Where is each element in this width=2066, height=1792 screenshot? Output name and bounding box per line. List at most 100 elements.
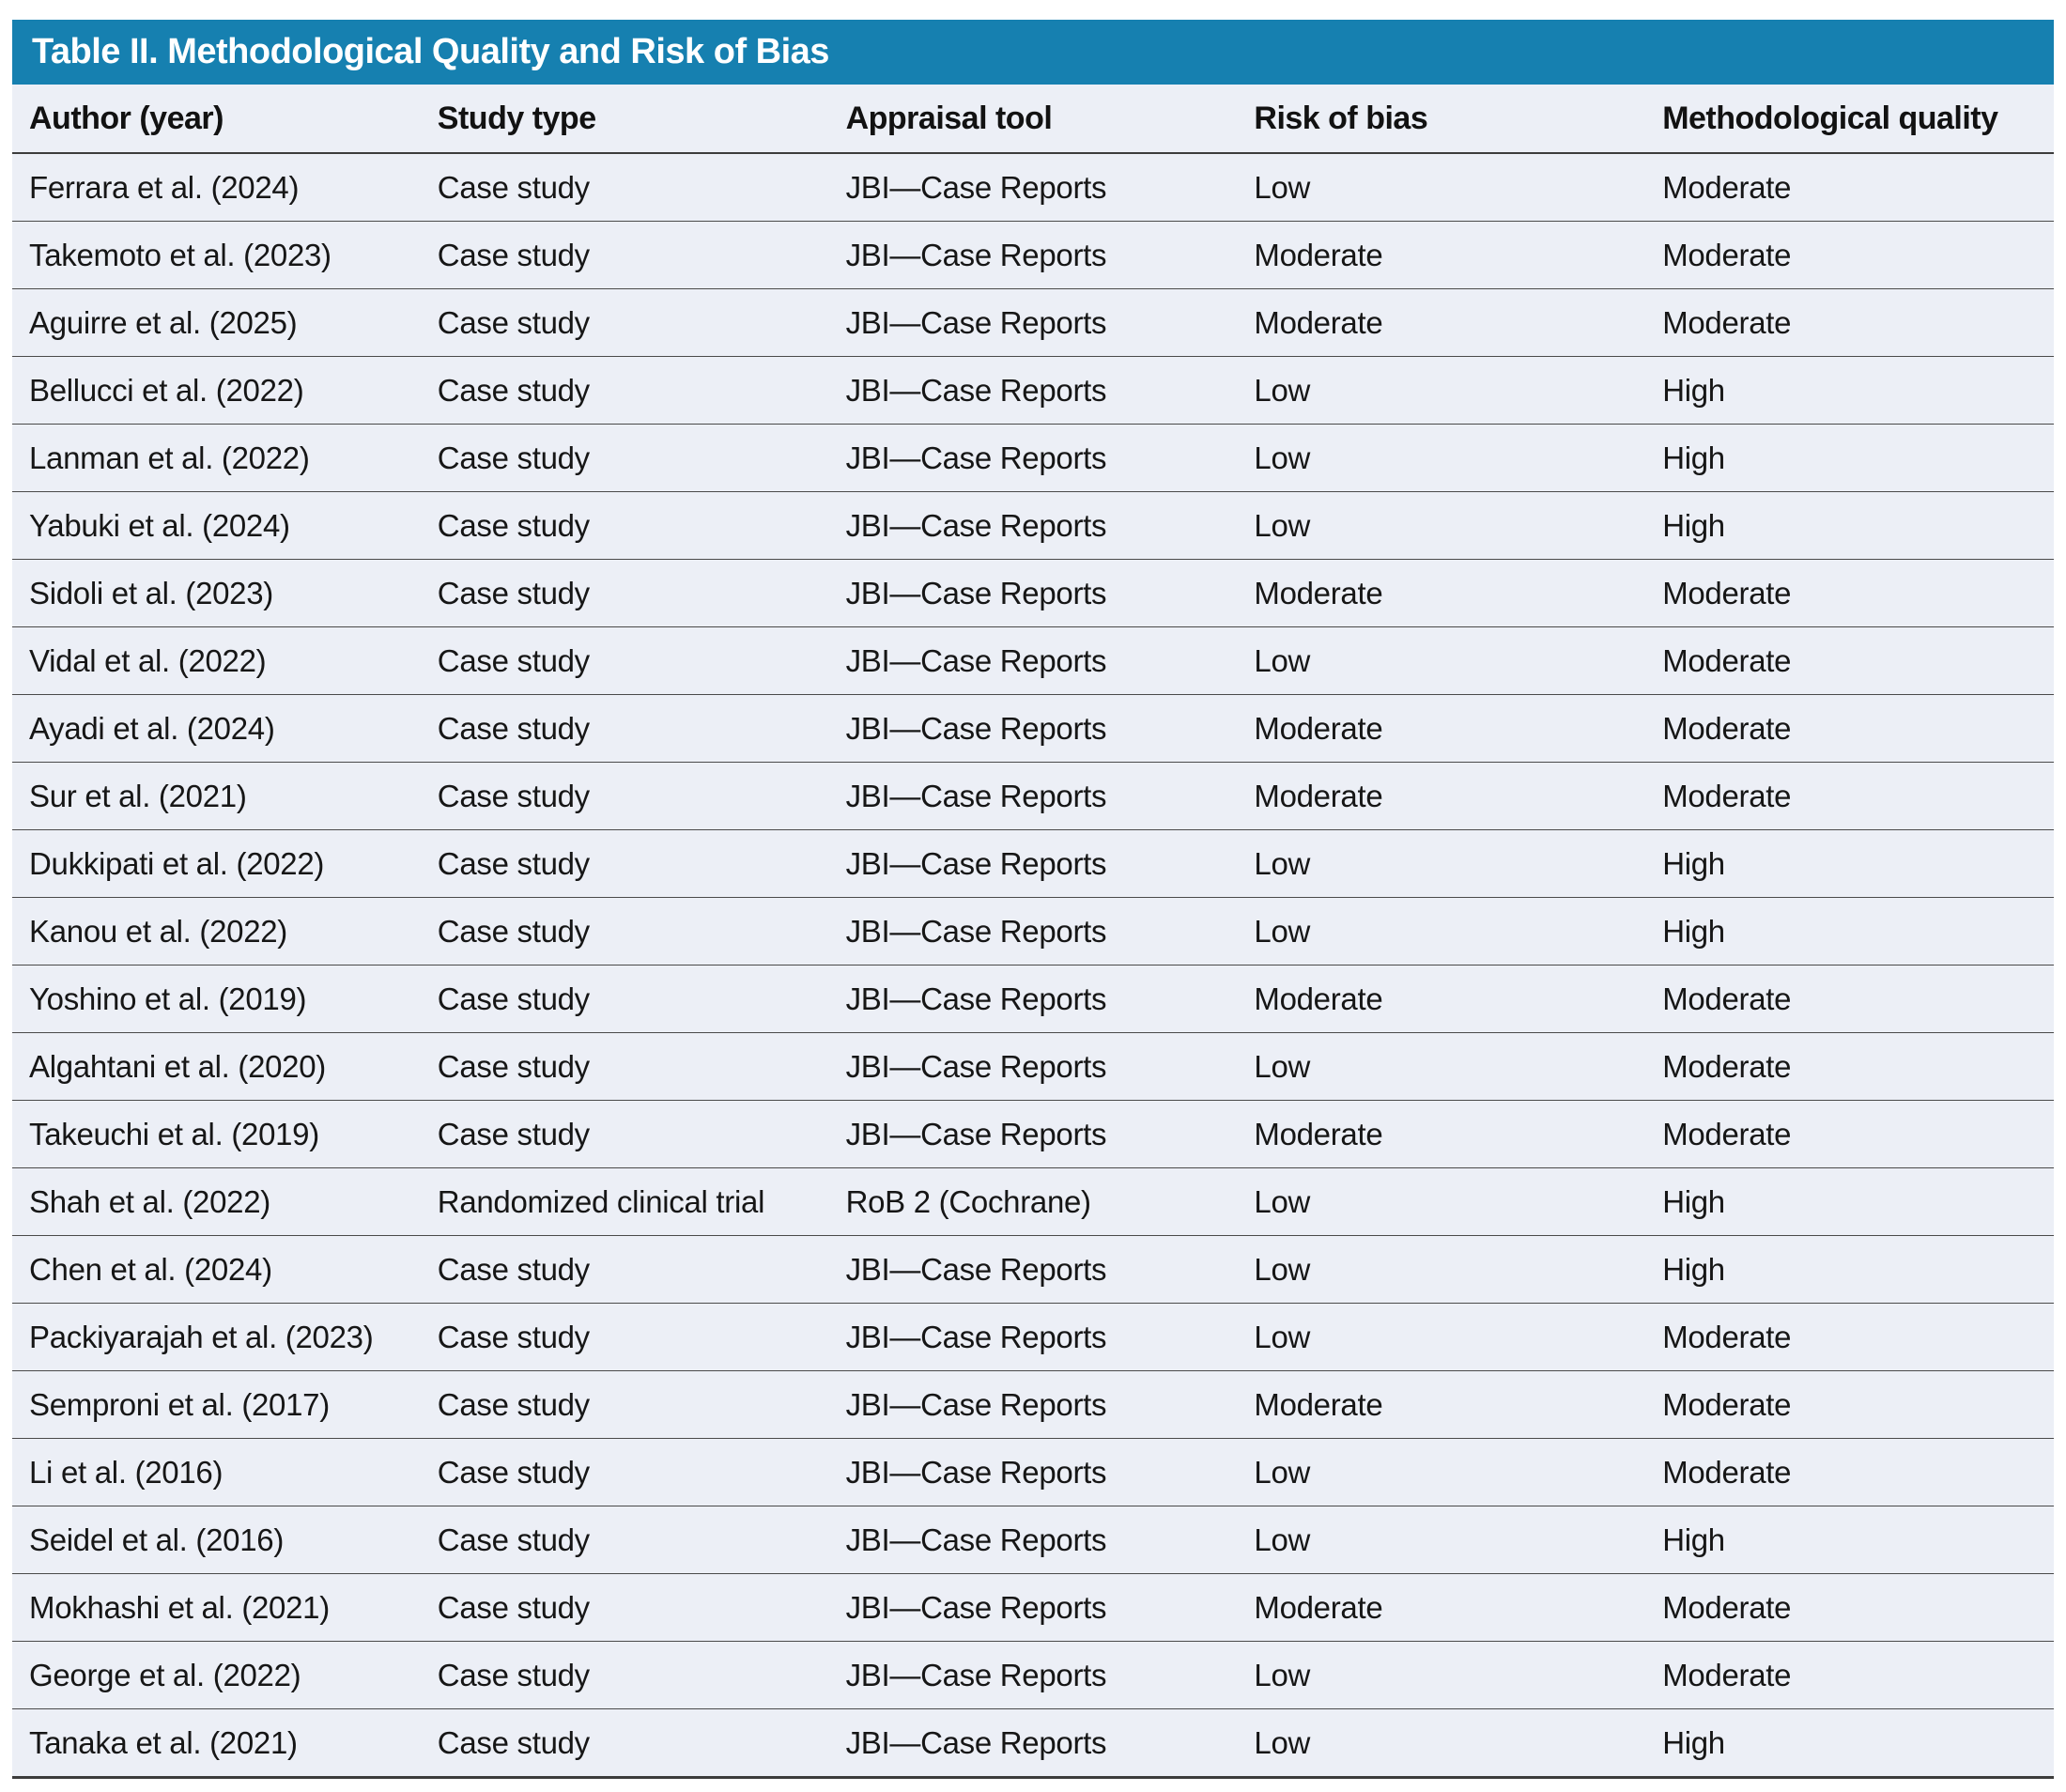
cell-methodological-quality: Moderate bbox=[1645, 965, 2054, 1033]
cell-risk-of-bias: Low bbox=[1237, 491, 1646, 560]
cell-appraisal-tool: JBI—Case Reports bbox=[828, 1303, 1238, 1371]
cell-author-year: Sur et al. (2021) bbox=[12, 762, 421, 830]
cell-risk-of-bias: Low bbox=[1237, 897, 1646, 966]
cell-risk-of-bias: Moderate bbox=[1237, 1573, 1646, 1642]
cell-risk-of-bias: Moderate bbox=[1237, 762, 1646, 830]
cell-methodological-quality: Moderate bbox=[1645, 559, 2054, 627]
table-header: Author (year) Study type Appraisal tool Ris… bbox=[12, 85, 2054, 154]
table-row: Vidal et al. (2022) Case study JBI—Case Re… bbox=[12, 626, 2054, 695]
cell-study-type: Case study bbox=[420, 1235, 829, 1304]
cell-author-year: Sidoli et al. (2023) bbox=[12, 559, 421, 627]
table-row: Tanaka et al. (2021) Case study JBI—Case R… bbox=[12, 1709, 2054, 1778]
table-row: Li et al. (2016) Case study JBI—Case Repor… bbox=[12, 1438, 2054, 1506]
cell-author-year: Li et al. (2016) bbox=[12, 1438, 421, 1506]
cell-risk-of-bias: Moderate bbox=[1237, 1100, 1646, 1168]
cell-study-type: Case study bbox=[420, 221, 829, 289]
cell-study-type: Case study bbox=[420, 1641, 829, 1709]
cell-author-year: Seidel et al. (2016) bbox=[12, 1506, 421, 1574]
table-row: Aguirre et al. (2025) Case study JBI—Case … bbox=[12, 288, 2054, 357]
cell-study-type: Case study bbox=[420, 288, 829, 357]
table-row: George et al. (2022) Case study JBI—Case R… bbox=[12, 1641, 2054, 1709]
cell-methodological-quality: Moderate bbox=[1645, 1100, 2054, 1168]
cell-methodological-quality: Moderate bbox=[1645, 1303, 2054, 1371]
cell-author-year: Algahtani et al. (2020) bbox=[12, 1032, 421, 1101]
cell-author-year: Kanou et al. (2022) bbox=[12, 897, 421, 966]
quality-risk-table: Author (year) Study type Appraisal tool Ris… bbox=[12, 85, 2054, 1779]
table-row: Shah et al. (2022) Randomized clinical tr… bbox=[12, 1167, 2054, 1236]
cell-risk-of-bias: Low bbox=[1237, 424, 1646, 492]
cell-author-year: Ayadi et al. (2024) bbox=[12, 694, 421, 763]
table-title-bar: Table II. Methodological Quality and Ris… bbox=[12, 20, 2054, 85]
cell-appraisal-tool: JBI—Case Reports bbox=[828, 1032, 1238, 1101]
cell-author-year: Dukkipati et al. (2022) bbox=[12, 829, 421, 898]
cell-study-type: Case study bbox=[420, 1303, 829, 1371]
cell-appraisal-tool: JBI—Case Reports bbox=[828, 221, 1238, 289]
cell-author-year: Ferrara et al. (2024) bbox=[12, 153, 421, 222]
cell-author-year: Yoshino et al. (2019) bbox=[12, 965, 421, 1033]
cell-methodological-quality: Moderate bbox=[1645, 626, 2054, 695]
table-row: Algahtani et al. (2020) Case study JBI—Cas… bbox=[12, 1032, 2054, 1101]
cell-author-year: Tanaka et al. (2021) bbox=[29, 1724, 298, 1760]
table-row: Lanman et al. (2022) Case study JBI—Case R… bbox=[12, 424, 2054, 492]
cell-risk-of-bias: Moderate bbox=[1237, 1370, 1646, 1439]
cell-methodological-quality: Moderate bbox=[1645, 762, 2054, 830]
cell-author-year: Shah et al. (2022) bbox=[12, 1167, 421, 1236]
cell-study-type: Case study bbox=[420, 829, 829, 898]
cell-study-type: Case study bbox=[420, 1438, 829, 1506]
cell-author-year: Lanman et al. (2022) bbox=[12, 424, 421, 492]
cell-risk-of-bias: Low bbox=[1237, 829, 1646, 898]
cell-study-type: Case study bbox=[420, 965, 829, 1033]
table-row: Sur et al. (2021) Case study JBI—Case Repo… bbox=[12, 762, 2054, 830]
cell-author-year: Bellucci et al. (2022) bbox=[12, 356, 421, 425]
cell-risk-of-bias: Low bbox=[1237, 1167, 1646, 1236]
cell-methodological-quality: High bbox=[1645, 1506, 2054, 1574]
cell-appraisal-tool: JBI—Case Reports bbox=[828, 1573, 1238, 1642]
cell-methodological-quality: Moderate bbox=[1645, 1573, 2054, 1642]
cell-risk-of-bias: Low bbox=[1254, 1724, 1311, 1760]
column-header-author-year: Author (year) bbox=[12, 85, 421, 154]
cell-appraisal-tool: JBI—Case Reports bbox=[828, 762, 1238, 830]
cell-risk-of-bias: Moderate bbox=[1237, 559, 1646, 627]
cell-study-type: Case study bbox=[420, 153, 829, 222]
cell-appraisal-tool: JBI—Case Reports bbox=[828, 1506, 1238, 1574]
cell-study-type: Case study bbox=[420, 1032, 829, 1101]
cell-risk-of-bias: Low bbox=[1237, 153, 1646, 222]
table-body: Ferrara et al. (2024) Case study JBI—Case … bbox=[12, 153, 2054, 1778]
cell-author-year: Takemoto et al. (2023) bbox=[12, 221, 421, 289]
cell-methodological-quality: Moderate bbox=[1645, 221, 2054, 289]
table-row: Takemoto et al. (2023) Case study JBI—Case… bbox=[12, 221, 2054, 289]
cell-risk-of-bias: Moderate bbox=[1237, 694, 1646, 763]
cell-risk-of-bias: Moderate bbox=[1237, 288, 1646, 357]
cell-risk-of-bias: Low bbox=[1237, 626, 1646, 695]
cell-methodological-quality: Moderate bbox=[1645, 288, 2054, 357]
cell-risk-of-bias: Low bbox=[1237, 1641, 1646, 1709]
table-row: Takeuchi et al. (2019) Case study JBI—Case… bbox=[12, 1100, 2054, 1168]
table-row: Bellucci et al. (2022) Case study JBI—Case… bbox=[12, 356, 2054, 425]
cell-appraisal-tool: JBI—Case Reports bbox=[828, 1370, 1238, 1439]
cell-appraisal-tool: JBI—Case Reports bbox=[828, 1235, 1238, 1304]
cell-appraisal-tool: JBI—Case Reports bbox=[828, 626, 1238, 695]
table-row: Chen et al. (2024) Case study JBI—Case Rep… bbox=[12, 1235, 2054, 1304]
table-row: Yoshino et al. (2019) Case study JBI—Case … bbox=[12, 965, 2054, 1033]
cell-methodological-quality: High bbox=[1645, 897, 2054, 966]
cell-study-type: Case study bbox=[420, 897, 829, 966]
cell-methodological-quality: High bbox=[1645, 356, 2054, 425]
table-row: Ayadi et al. (2024) Case study JBI—Case Re… bbox=[12, 694, 2054, 763]
cell-study-type: Case study bbox=[420, 626, 829, 695]
cell-author-year: Yabuki et al. (2024) bbox=[12, 491, 421, 560]
cell-appraisal-tool: JBI—Case Reports bbox=[828, 897, 1238, 966]
cell-methodological-quality: Moderate bbox=[1645, 1641, 2054, 1709]
cell-methodological-quality: High bbox=[1645, 1167, 2054, 1236]
table-row: Kanou et al. (2022) Case study JBI—Case Re… bbox=[12, 897, 2054, 966]
cell-study-type: Case study bbox=[420, 1506, 829, 1574]
column-header-study-type: Study type bbox=[420, 85, 829, 154]
cell-methodological-quality: High bbox=[1645, 491, 2054, 560]
cell-study-type: Case study bbox=[420, 491, 829, 560]
column-header-appraisal-tool: Appraisal tool bbox=[828, 85, 1238, 154]
cell-methodological-quality: Moderate bbox=[1645, 1032, 2054, 1101]
table-row: Seidel et al. (2016) Case study JBI—Case R… bbox=[12, 1506, 2054, 1574]
cell-author-year: Mokhashi et al. (2021) bbox=[12, 1573, 421, 1642]
cell-study-type: Case study bbox=[420, 356, 829, 425]
cell-author-year: Vidal et al. (2022) bbox=[12, 626, 421, 695]
